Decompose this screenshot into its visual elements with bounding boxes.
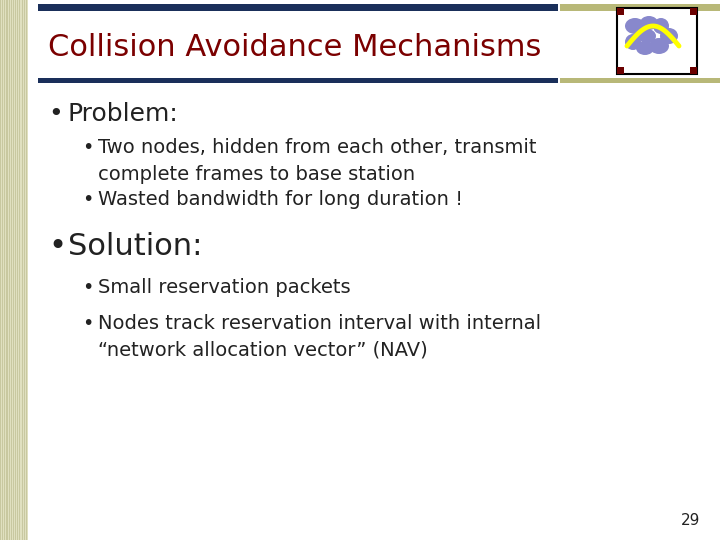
Text: •: •	[82, 314, 94, 333]
Bar	[26, 0, 27, 540]
Bar	[6, 0, 7, 540]
Bar	[690, 8, 697, 15]
Ellipse shape	[625, 34, 641, 50]
Bar	[1, 0, 2, 540]
Text: •: •	[48, 102, 63, 126]
Text: Solution:: Solution:	[68, 232, 202, 261]
Bar	[18, 0, 19, 540]
Bar	[560, 78, 720, 83]
Bar	[23, 0, 24, 540]
Text: Wasted bandwidth for long duration !: Wasted bandwidth for long duration !	[98, 190, 463, 209]
Bar	[15, 0, 16, 540]
Bar	[690, 67, 697, 74]
Bar	[12, 0, 13, 540]
Text: •: •	[48, 232, 66, 261]
Bar	[17, 0, 18, 540]
Text: Two nodes, hidden from each other, transmit
complete frames to base station: Two nodes, hidden from each other, trans…	[98, 138, 536, 184]
Bar	[560, 4, 720, 11]
Text: Collision Avoidance Mechanisms: Collision Avoidance Mechanisms	[48, 33, 541, 63]
Ellipse shape	[636, 41, 654, 55]
Bar	[14, 0, 15, 540]
Ellipse shape	[653, 18, 669, 34]
Bar	[25, 0, 26, 540]
Ellipse shape	[625, 18, 645, 34]
Bar	[27, 0, 28, 540]
Text: Nodes track reservation interval with internal
“network allocation vector” (NAV): Nodes track reservation interval with in…	[98, 314, 541, 360]
Text: Problem:: Problem:	[68, 102, 179, 126]
Text: •: •	[82, 190, 94, 209]
Ellipse shape	[640, 16, 658, 30]
Bar	[38, 4, 558, 11]
Ellipse shape	[660, 28, 678, 44]
Text: 29: 29	[680, 513, 700, 528]
Text: Small reservation packets: Small reservation packets	[98, 278, 351, 297]
Bar	[617, 67, 624, 74]
Bar	[13, 0, 14, 540]
Bar	[617, 8, 624, 15]
Bar	[617, 8, 697, 74]
Bar	[38, 78, 558, 83]
Bar	[7, 0, 9, 540]
Bar	[0, 0, 1, 540]
Bar	[22, 0, 23, 540]
Bar	[9, 0, 10, 540]
Bar	[2, 0, 3, 540]
Ellipse shape	[649, 38, 669, 54]
Bar	[10, 0, 12, 540]
Bar	[24, 0, 25, 540]
Text: •: •	[82, 138, 94, 157]
Bar	[16, 0, 17, 540]
Bar	[4, 0, 6, 540]
Text: •: •	[82, 278, 94, 297]
Bar	[19, 0, 21, 540]
Bar	[3, 0, 4, 540]
Ellipse shape	[638, 29, 656, 43]
Bar	[21, 0, 22, 540]
